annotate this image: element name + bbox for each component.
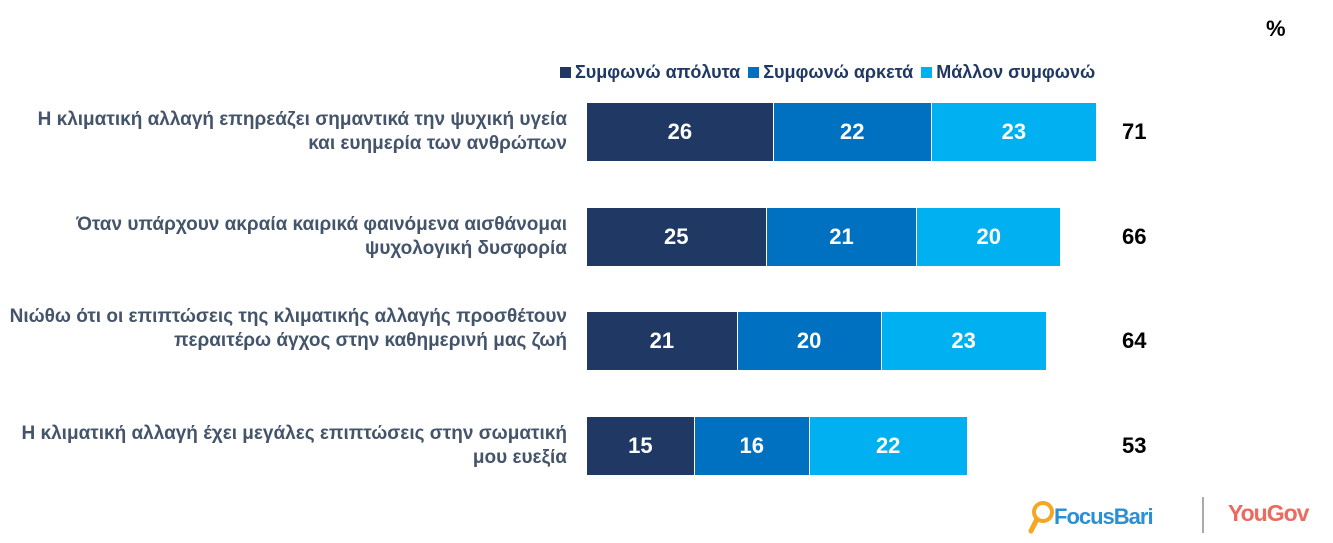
data-label: 26	[667, 119, 693, 144]
bar-segment: 20	[737, 312, 882, 370]
bar-segment: 23	[931, 103, 1097, 161]
magnifier-icon	[1028, 501, 1054, 534]
total-label: 71	[1122, 119, 1147, 144]
bar-segment: 22	[809, 417, 968, 475]
bar-segment: 21	[587, 312, 738, 370]
total-label: 66	[1122, 224, 1147, 249]
category-label: Νιώθω ότι οι επιπτώσεις της κλιματικής α…	[9, 306, 567, 351]
data-label: 16	[739, 433, 764, 458]
legend-label: Συμφωνώ αρκετά	[763, 62, 914, 82]
category-label: Όταν υπάρχουν ακραία καιρικά φαινόμενα α…	[76, 214, 567, 259]
data-label: 25	[664, 224, 689, 249]
bar-segment: 26	[587, 103, 774, 161]
category-label: Η κλιματική αλλαγή έχει μεγάλες επιπτώσε…	[21, 423, 568, 468]
yougov-logo: YouGov	[1228, 500, 1309, 526]
bar-segment: 15	[587, 417, 695, 475]
unit-label: %	[1266, 16, 1286, 41]
focusbari-logo: FocusBari	[1028, 500, 1154, 534]
bar-segment: 16	[694, 417, 810, 475]
bar-segment: 20	[917, 208, 1062, 266]
legend-item: Συμφωνώ απόλυτα	[560, 62, 740, 83]
legend-swatch	[921, 67, 933, 78]
bar-segment: 25	[587, 208, 767, 266]
legend-label: Συμφωνώ απόλυτα	[575, 62, 741, 82]
data-label: 21	[649, 328, 675, 353]
data-label: 21	[829, 224, 854, 249]
legend-label: Μάλλον συμφωνώ	[936, 62, 1096, 82]
data-label: 20	[796, 328, 822, 353]
legend-swatch	[748, 67, 760, 78]
total-label: 53	[1122, 433, 1147, 458]
data-label: 23	[951, 328, 976, 353]
bar-segment: 21	[766, 208, 918, 266]
legend-swatch	[560, 67, 571, 78]
data-label: 22	[840, 119, 865, 144]
total-label: 64	[1122, 328, 1147, 353]
legend-item: Μάλλον συμφωνώ	[921, 62, 1095, 83]
data-label: 22	[875, 433, 901, 458]
bar-segment: 23	[881, 312, 1047, 370]
data-label: 23	[1001, 119, 1027, 144]
category-label: Η κλιματική αλλαγή επηρεάζει σημαντικά τ…	[37, 109, 567, 154]
logo-divider	[1202, 497, 1204, 533]
focusbari-text: FocusBari	[1054, 504, 1154, 529]
data-label: 20	[976, 224, 1001, 249]
bar-segment: 22	[773, 103, 932, 161]
legend-item: Συμφωνώ αρκετά	[748, 62, 913, 83]
legend: Συμφωνώ απόλυτα Συμφωνώ αρκετά Μάλλον συμφ…	[560, 62, 1095, 83]
data-label: 15	[628, 433, 653, 458]
